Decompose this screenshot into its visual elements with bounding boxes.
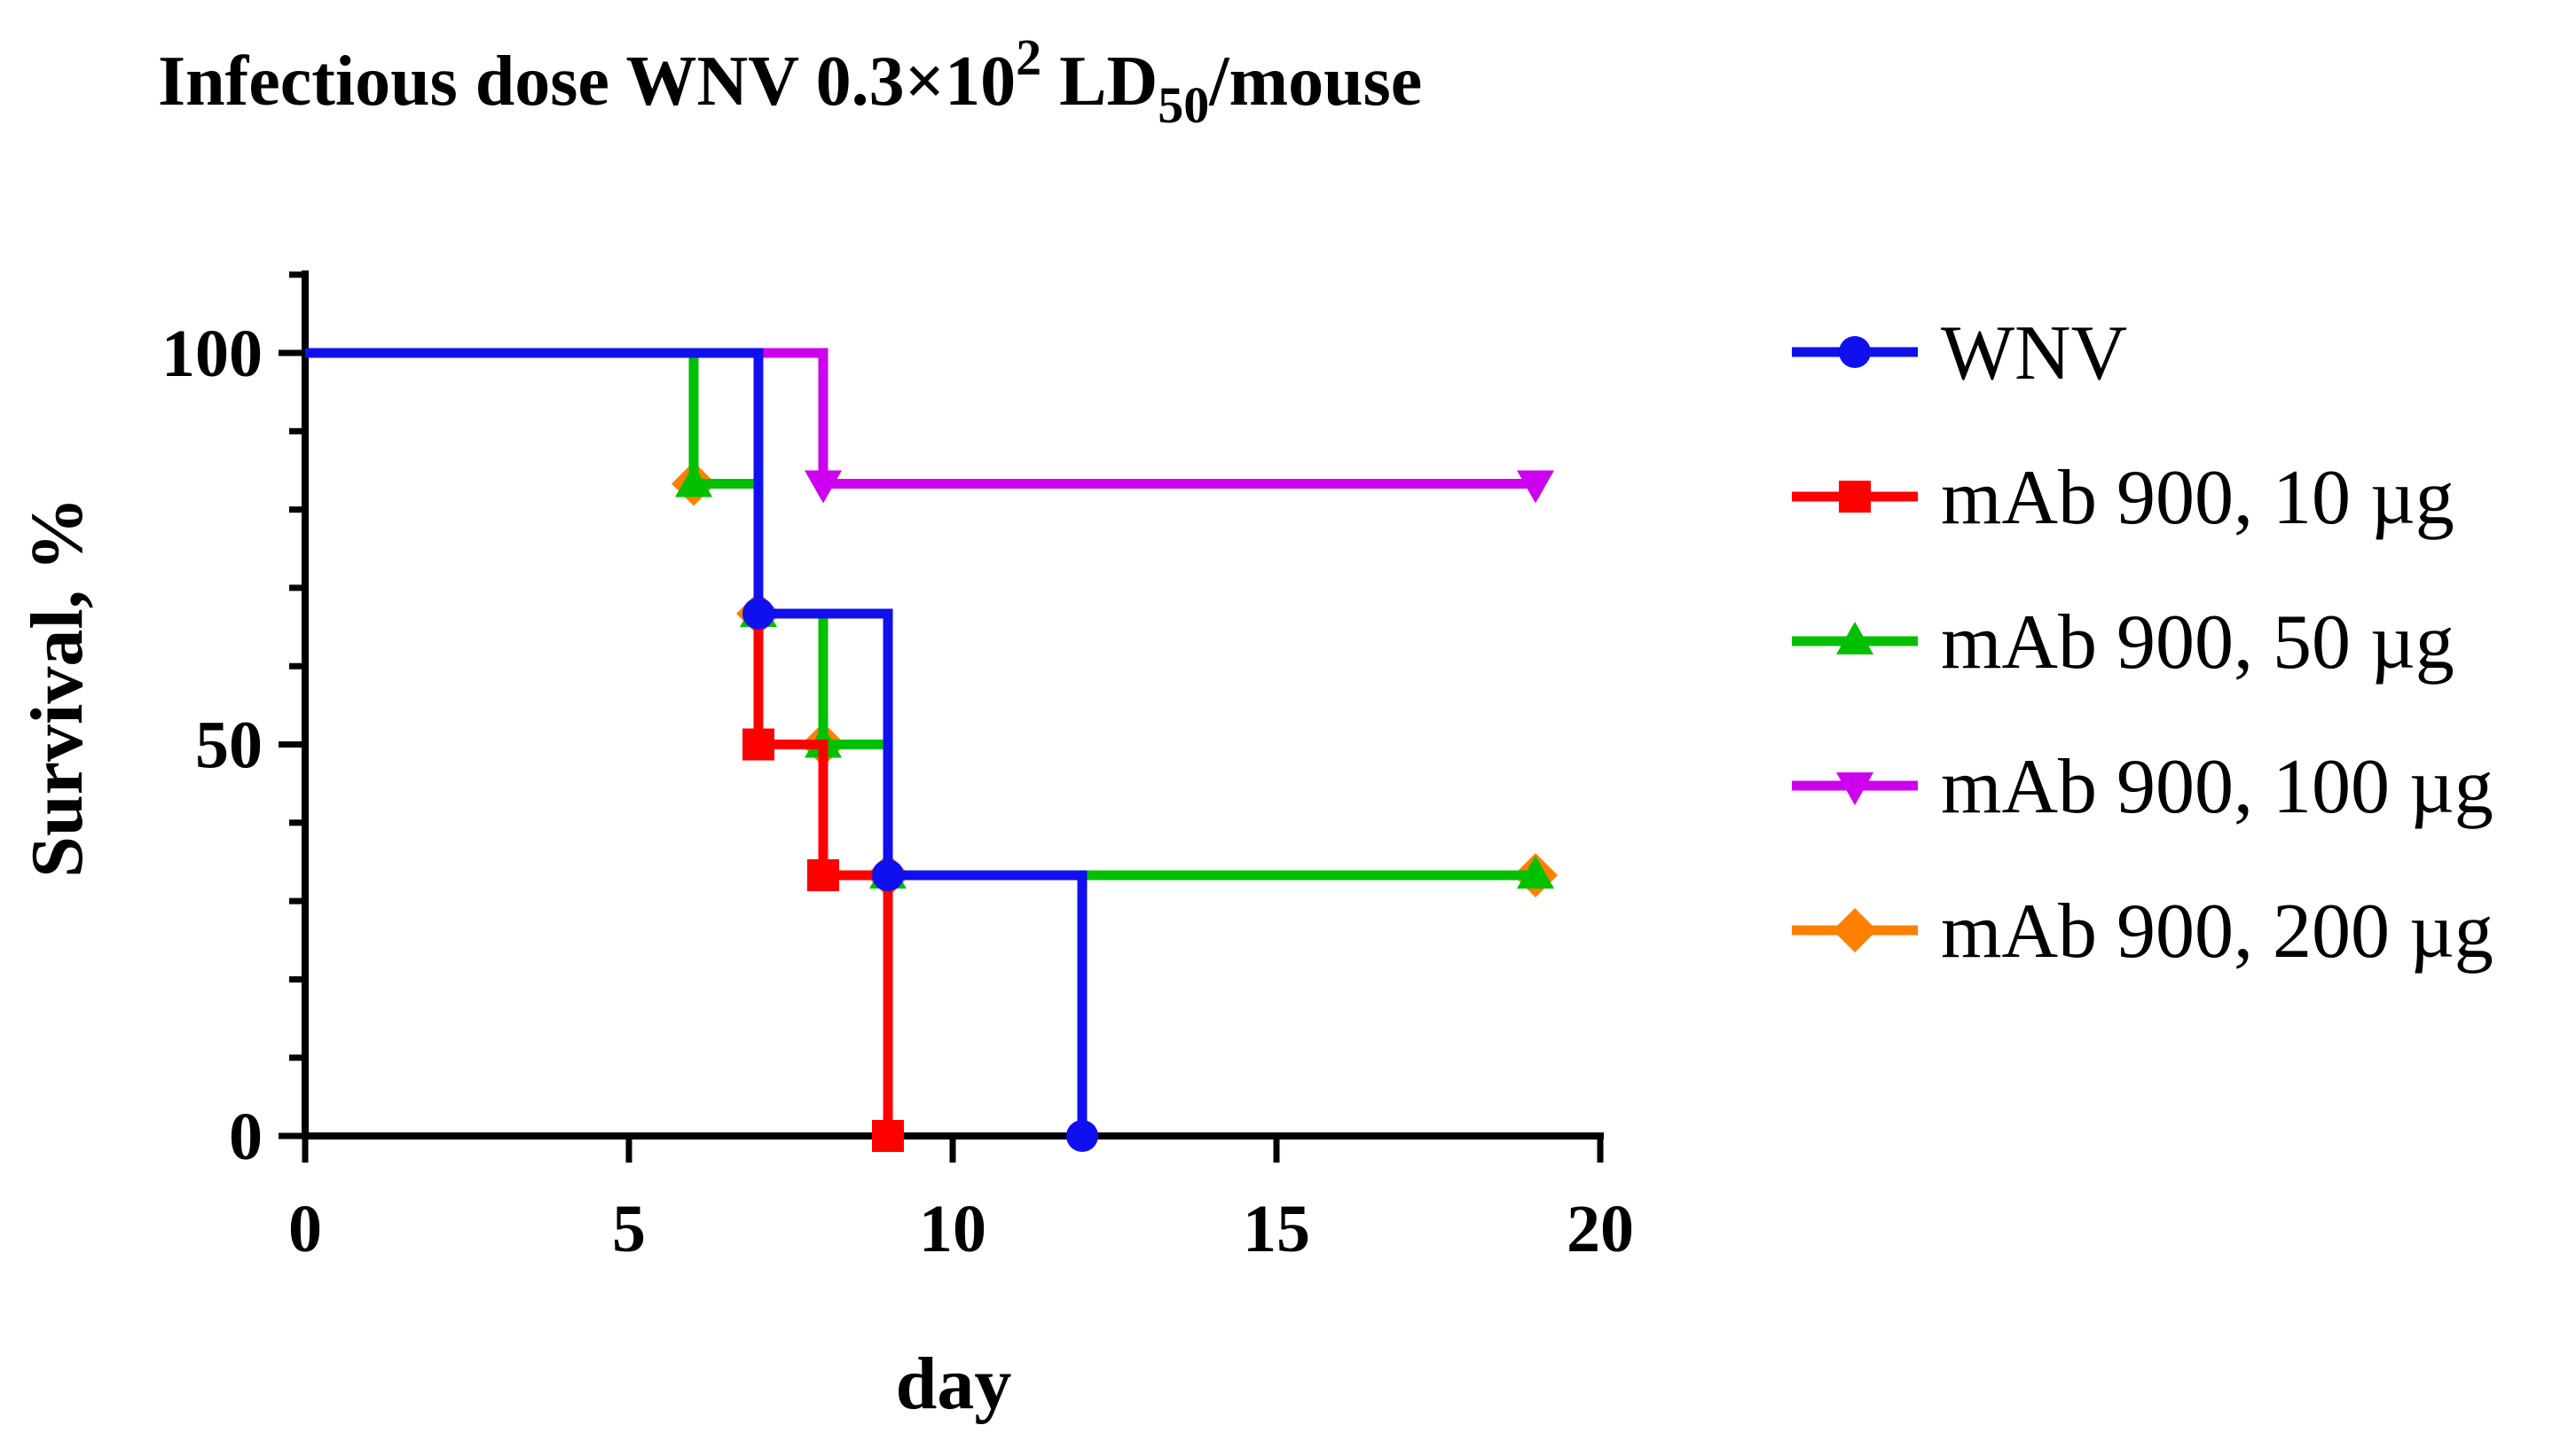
data-point-marker (805, 470, 842, 504)
chart-title-main: Infectious dose WNV 0.3×10 (158, 43, 1016, 121)
legend-swatch-marker (1836, 772, 1873, 805)
data-point-marker (1517, 855, 1554, 889)
legend-item: WNV (1792, 310, 2127, 396)
x-tick-label: 20 (1567, 1192, 1634, 1266)
series-0 (305, 348, 1098, 1152)
y-tick-label: 50 (195, 709, 263, 783)
data-point-marker (872, 858, 904, 891)
chart-title-sub: 50 (1158, 76, 1209, 134)
chart-title: Infectious dose WNV 0.3×102 LD50/mouse (158, 28, 1422, 134)
y-tick-label: 0 (229, 1100, 263, 1174)
chart-title-sup: 2 (1016, 28, 1041, 86)
legend-item: mAb 900, 50 µg (1792, 599, 2454, 685)
legend-swatch-marker (1833, 908, 1877, 952)
data-point-marker (1517, 470, 1554, 504)
data-point-marker (742, 728, 774, 761)
series-4 (305, 348, 1558, 897)
data-point-marker (807, 858, 839, 891)
y-axis-label: Survival, % (16, 497, 98, 877)
legend: WNV mAb 900, 10 µg mAb 900, 50 µg mAb 900, … (1792, 310, 2494, 975)
series-2 (305, 348, 1554, 889)
legend-label: mAb 900, 10 µg (1941, 455, 2454, 541)
series-line (305, 348, 1535, 489)
x-tick-label: 15 (1243, 1192, 1310, 1266)
legend-item: mAb 900, 100 µg (1792, 744, 2494, 830)
series-layer (305, 348, 1558, 1152)
series-line (305, 348, 893, 1136)
legend-item: mAb 900, 200 µg (1792, 889, 2494, 975)
series-3 (305, 348, 1554, 504)
legend-swatch-marker (1839, 336, 1871, 368)
x-tick-label: 10 (919, 1192, 986, 1266)
legend-label: WNV (1941, 310, 2127, 396)
x-axis-label: day (896, 1343, 1012, 1425)
data-point-marker (675, 464, 712, 497)
legend-swatch-marker (1839, 481, 1871, 513)
data-point-marker (872, 1120, 904, 1152)
series-line (305, 348, 1535, 881)
legend-label: mAb 900, 100 µg (1941, 744, 2494, 830)
legend-label: mAb 900, 200 µg (1941, 889, 2494, 975)
y-tick-label: 100 (161, 317, 263, 391)
data-point-marker (1066, 1120, 1098, 1152)
axes: 0 50 100 0 5 10 15 20 (161, 270, 1634, 1266)
legend-item: mAb 900, 10 µg (1792, 455, 2454, 541)
chart-title-mid: LD (1041, 43, 1158, 121)
series-line (305, 348, 1535, 881)
series-line (305, 348, 1088, 1136)
data-point-marker (742, 598, 774, 631)
legend-label: mAb 900, 50 µg (1941, 599, 2454, 685)
x-tick-label: 5 (612, 1192, 646, 1266)
chart-title-end: /mouse (1208, 43, 1422, 121)
legend-swatch-marker (1836, 622, 1873, 654)
x-tick-label: 0 (288, 1192, 322, 1266)
